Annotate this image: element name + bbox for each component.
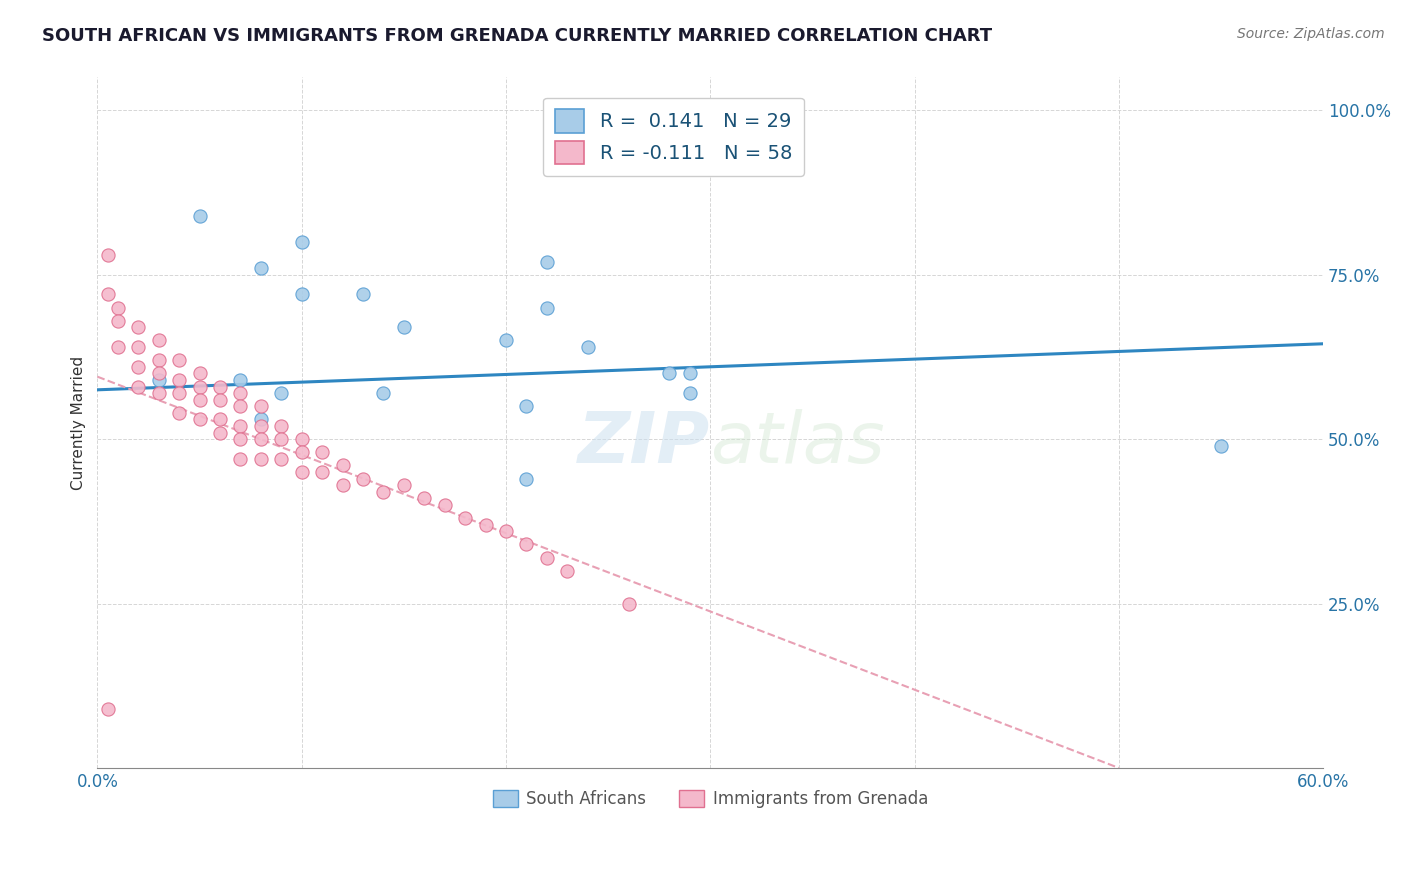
Point — [373, 484, 395, 499]
Point — [679, 367, 702, 381]
Point — [127, 320, 149, 334]
Point — [188, 209, 211, 223]
Point — [167, 386, 190, 401]
Point — [208, 425, 231, 440]
Point — [617, 597, 640, 611]
Point — [679, 386, 702, 401]
Point — [352, 472, 374, 486]
Point — [536, 301, 558, 315]
Point — [270, 386, 292, 401]
Point — [208, 392, 231, 407]
Text: SOUTH AFRICAN VS IMMIGRANTS FROM GRENADA CURRENTLY MARRIED CORRELATION CHART: SOUTH AFRICAN VS IMMIGRANTS FROM GRENADA… — [42, 27, 993, 45]
Point — [291, 287, 314, 301]
Point — [229, 373, 252, 387]
Point — [127, 340, 149, 354]
Point — [107, 314, 129, 328]
Point — [515, 399, 537, 413]
Point — [167, 353, 190, 368]
Point — [291, 432, 314, 446]
Point — [249, 261, 271, 276]
Y-axis label: Currently Married: Currently Married — [72, 356, 86, 490]
Text: atlas: atlas — [710, 409, 884, 478]
Point — [454, 511, 477, 525]
Point — [270, 419, 292, 434]
Point — [495, 524, 517, 539]
Point — [127, 359, 149, 374]
Point — [107, 340, 129, 354]
Text: ZIP: ZIP — [578, 409, 710, 478]
Point — [392, 320, 415, 334]
Point — [229, 399, 252, 413]
Point — [97, 287, 120, 301]
Point — [536, 550, 558, 565]
Text: Source: ZipAtlas.com: Source: ZipAtlas.com — [1237, 27, 1385, 41]
Point — [270, 432, 292, 446]
Point — [249, 399, 271, 413]
Point — [576, 340, 599, 354]
Point — [188, 412, 211, 426]
Legend: South Africans, Immigrants from Grenada: South Africans, Immigrants from Grenada — [486, 783, 935, 815]
Point — [515, 472, 537, 486]
Point — [249, 419, 271, 434]
Point — [291, 465, 314, 479]
Point — [229, 386, 252, 401]
Point — [188, 392, 211, 407]
Point — [148, 367, 170, 381]
Point — [413, 491, 436, 506]
Point — [148, 353, 170, 368]
Point — [392, 478, 415, 492]
Point — [127, 379, 149, 393]
Point — [97, 248, 120, 262]
Point — [249, 412, 271, 426]
Point — [167, 373, 190, 387]
Point — [373, 386, 395, 401]
Point — [332, 458, 354, 473]
Point — [474, 517, 496, 532]
Point — [311, 465, 333, 479]
Point — [208, 379, 231, 393]
Point — [167, 406, 190, 420]
Point — [188, 367, 211, 381]
Point — [291, 235, 314, 249]
Point — [229, 419, 252, 434]
Point — [229, 432, 252, 446]
Point — [270, 451, 292, 466]
Point — [97, 702, 120, 716]
Point — [208, 412, 231, 426]
Point — [229, 451, 252, 466]
Point — [249, 432, 271, 446]
Point — [433, 498, 456, 512]
Point — [249, 451, 271, 466]
Point — [148, 373, 170, 387]
Point — [352, 287, 374, 301]
Point — [1209, 439, 1232, 453]
Point — [148, 334, 170, 348]
Point — [536, 254, 558, 268]
Point — [332, 478, 354, 492]
Point — [515, 537, 537, 551]
Point — [311, 445, 333, 459]
Point — [188, 379, 211, 393]
Point — [107, 301, 129, 315]
Point — [658, 367, 681, 381]
Point — [555, 564, 578, 578]
Point — [148, 386, 170, 401]
Point — [291, 445, 314, 459]
Point — [495, 334, 517, 348]
